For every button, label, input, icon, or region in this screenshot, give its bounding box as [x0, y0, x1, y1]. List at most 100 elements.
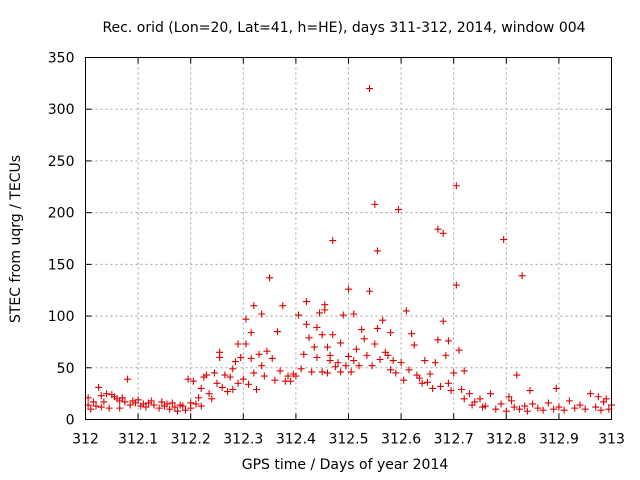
data-point	[402, 307, 410, 315]
data-point	[302, 298, 310, 306]
x-tick-label: 312.8	[486, 432, 526, 448]
data-point	[273, 328, 281, 336]
data-point	[437, 382, 445, 390]
data-point	[331, 363, 339, 371]
data-point	[366, 85, 374, 93]
data-point	[510, 403, 518, 411]
y-tick-label: 250	[48, 154, 75, 170]
data-point	[347, 368, 355, 376]
data-point	[234, 379, 242, 387]
data-point	[345, 352, 352, 360]
data-point	[226, 373, 234, 381]
data-point	[476, 395, 484, 403]
data-point	[518, 272, 526, 280]
data-point	[247, 329, 255, 337]
data-point	[452, 281, 460, 289]
data-point	[221, 371, 229, 379]
data-point	[276, 367, 284, 375]
data-point	[539, 406, 547, 414]
x-tick-label: 312.7	[434, 432, 474, 448]
data-point	[439, 229, 447, 237]
data-point	[397, 359, 405, 367]
data-point	[487, 390, 495, 398]
data-point	[168, 399, 176, 407]
data-point	[252, 386, 260, 394]
data-point	[421, 357, 429, 365]
data-point	[229, 365, 237, 373]
data-point	[602, 395, 610, 403]
data-point	[360, 335, 368, 343]
data-point	[210, 369, 218, 377]
data-point	[250, 302, 258, 310]
y-tick-label: 200	[48, 206, 75, 222]
data-point	[118, 394, 126, 402]
data-point	[497, 400, 505, 408]
data-point	[550, 405, 558, 413]
x-tick-label: 312.6	[381, 432, 421, 448]
data-point	[555, 403, 563, 411]
data-point	[174, 407, 182, 415]
data-point	[95, 383, 103, 391]
data-point	[450, 369, 458, 377]
data-point	[544, 399, 552, 407]
data-point	[455, 346, 463, 354]
y-tick-label: 50	[57, 361, 75, 377]
data-point	[342, 362, 350, 370]
data-point	[297, 365, 305, 373]
data-point	[234, 340, 242, 348]
data-point	[586, 390, 594, 398]
x-tick-label: 312.3	[223, 432, 263, 448]
data-point	[323, 343, 331, 351]
x-tick-label: 312.1	[118, 432, 158, 448]
data-point	[224, 388, 232, 396]
data-point	[534, 404, 542, 412]
data-point	[121, 398, 129, 406]
data-point	[213, 379, 221, 387]
data-point	[205, 390, 213, 398]
data-point	[242, 315, 250, 323]
data-points	[84, 85, 615, 415]
data-point	[500, 236, 508, 244]
data-point	[184, 375, 192, 383]
data-point	[134, 396, 142, 404]
chart-title: Rec. orid (Lon=20, Lat=41, h=HE), days 3…	[102, 20, 585, 36]
data-point	[147, 397, 155, 405]
data-point	[371, 340, 379, 348]
x-tick-label: 312	[72, 432, 99, 448]
data-point	[444, 379, 452, 387]
data-point	[268, 354, 276, 362]
data-point	[352, 345, 360, 353]
data-point	[310, 343, 318, 351]
x-tick-label: 312.4	[276, 432, 316, 448]
data-point	[565, 397, 573, 405]
data-point	[150, 401, 158, 409]
data-point	[373, 324, 381, 332]
data-point	[300, 350, 308, 358]
data-point	[266, 274, 274, 282]
data-point	[526, 387, 534, 395]
data-point	[481, 402, 489, 410]
data-point	[100, 398, 108, 406]
data-point	[316, 309, 324, 317]
data-point	[202, 371, 210, 379]
data-point	[571, 404, 579, 412]
data-point	[155, 404, 163, 412]
data-point	[465, 390, 473, 398]
data-point	[284, 372, 292, 380]
data-point	[560, 406, 568, 414]
data-point	[366, 287, 374, 295]
data-point	[321, 306, 329, 314]
y-tick-label: 300	[48, 102, 75, 118]
data-point	[392, 369, 400, 377]
data-point	[376, 356, 384, 364]
y-tick-label: 350	[48, 51, 75, 67]
data-point	[429, 384, 437, 392]
data-point	[350, 357, 358, 365]
y-axis-label: STEC from uqrg / TECUs	[8, 155, 24, 323]
data-point	[371, 200, 379, 208]
data-point	[594, 393, 602, 401]
data-point	[260, 372, 268, 380]
data-point	[345, 285, 352, 293]
y-tick-label: 0	[66, 413, 75, 429]
data-point	[308, 368, 316, 376]
